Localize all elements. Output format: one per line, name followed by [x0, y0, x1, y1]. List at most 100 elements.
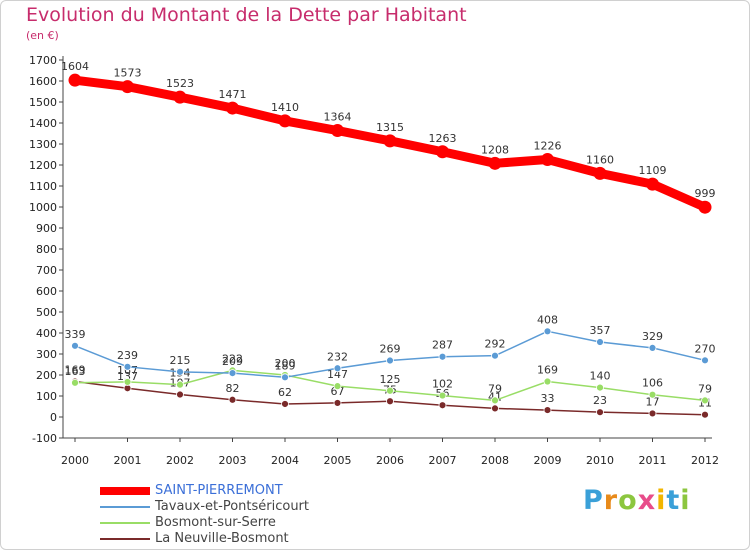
data-point [281, 400, 289, 408]
data-label: 23 [593, 394, 607, 407]
y-tick-label: 1200 [29, 159, 57, 172]
data-label: 147 [327, 368, 348, 381]
y-tick-label: 900 [36, 222, 57, 235]
y-tick-label: 600 [36, 285, 57, 298]
data-label: 1364 [324, 111, 352, 124]
y-tick-label: 500 [36, 306, 57, 319]
logo-letter: x [637, 485, 657, 516]
legend-swatch [100, 487, 150, 495]
data-point [543, 406, 552, 414]
data-point [596, 383, 604, 392]
data-point [436, 145, 449, 159]
y-tick-label: 1100 [29, 180, 57, 193]
data-point [386, 356, 394, 365]
data-point [698, 200, 712, 214]
data-label: 163 [65, 365, 86, 378]
data-point [123, 378, 132, 386]
x-tick-label: 2012 [691, 454, 719, 467]
data-point [123, 362, 132, 371]
data-point [438, 401, 447, 410]
data-point [646, 177, 659, 191]
legend-swatch [100, 522, 150, 524]
data-label: 1263 [429, 132, 457, 145]
data-label: 339 [65, 328, 86, 341]
data-label: 62 [278, 386, 292, 399]
data-point [541, 153, 554, 167]
x-tick-label: 2006 [376, 454, 404, 467]
data-point [648, 390, 657, 399]
data-point [701, 356, 709, 365]
data-point [701, 410, 709, 419]
data-label: 287 [432, 339, 453, 352]
data-label: 1208 [481, 143, 509, 156]
y-tick-label: -100 [32, 432, 57, 445]
data-label: 140 [590, 370, 611, 383]
y-tick-label: 400 [36, 327, 57, 340]
data-label: 239 [117, 349, 138, 362]
data-label: 200 [275, 357, 296, 370]
data-point [648, 344, 657, 352]
data-point [491, 351, 499, 360]
y-tick-label: 300 [36, 348, 57, 361]
data-point [176, 380, 184, 389]
data-label: 357 [590, 324, 611, 337]
data-label: 1523 [166, 77, 194, 90]
data-label: 106 [642, 377, 663, 390]
data-label: 1410 [271, 101, 299, 114]
data-label: 1471 [219, 88, 247, 101]
data-label: 169 [65, 364, 86, 377]
data-point [68, 73, 82, 87]
data-point [176, 367, 184, 376]
y-tick-label: 800 [36, 243, 57, 256]
x-tick-label: 2003 [219, 454, 247, 467]
data-label: 1109 [639, 164, 667, 177]
data-label: 408 [537, 313, 558, 326]
data-point [593, 166, 607, 180]
data-point [491, 396, 499, 405]
y-tick-label: 200 [36, 369, 57, 382]
data-point [228, 369, 237, 378]
data-label: 125 [380, 373, 401, 386]
data-label: 33 [541, 392, 555, 405]
x-tick-label: 2004 [271, 454, 299, 467]
data-point [71, 378, 79, 387]
data-label: 292 [485, 338, 506, 351]
data-point [596, 408, 604, 417]
data-point [226, 101, 239, 115]
logo-letter: t [666, 485, 681, 516]
data-point [278, 114, 292, 128]
y-tick-label: 1600 [29, 75, 57, 88]
data-point [386, 386, 394, 395]
data-label: 1160 [586, 153, 614, 166]
data-label: 232 [327, 350, 348, 363]
data-label: 137 [117, 370, 138, 383]
logo-letter: i [680, 485, 691, 516]
data-point [701, 396, 709, 405]
data-point [386, 397, 394, 406]
data-point [228, 395, 237, 404]
x-tick-label: 2000 [61, 454, 89, 467]
data-point [596, 338, 604, 346]
data-label: 1226 [534, 140, 562, 153]
data-point [71, 341, 79, 350]
y-tick-label: 100 [36, 390, 57, 403]
chart-title: Evolution du Montant de la Dette par Hab… [26, 4, 467, 26]
y-tick-label: 0 [50, 411, 57, 424]
data-point [333, 364, 342, 373]
data-label: 269 [380, 343, 401, 356]
data-label: 270 [695, 342, 716, 355]
y-tick-label: 1500 [29, 96, 57, 109]
data-label: 82 [226, 382, 240, 395]
x-tick-label: 2007 [429, 454, 457, 467]
data-label: 329 [642, 330, 663, 343]
legend-label: Tavaux-et-Pontséricourt [155, 499, 310, 514]
legend-swatch [100, 538, 150, 540]
y-tick-label: 1300 [29, 138, 57, 151]
data-point [543, 377, 552, 386]
data-point [383, 134, 397, 148]
proxiti-logo: Proxiti [583, 485, 691, 516]
legend-swatch [100, 506, 150, 508]
data-point [543, 327, 552, 336]
data-point [173, 90, 187, 104]
y-tick-label: 1700 [29, 54, 57, 67]
